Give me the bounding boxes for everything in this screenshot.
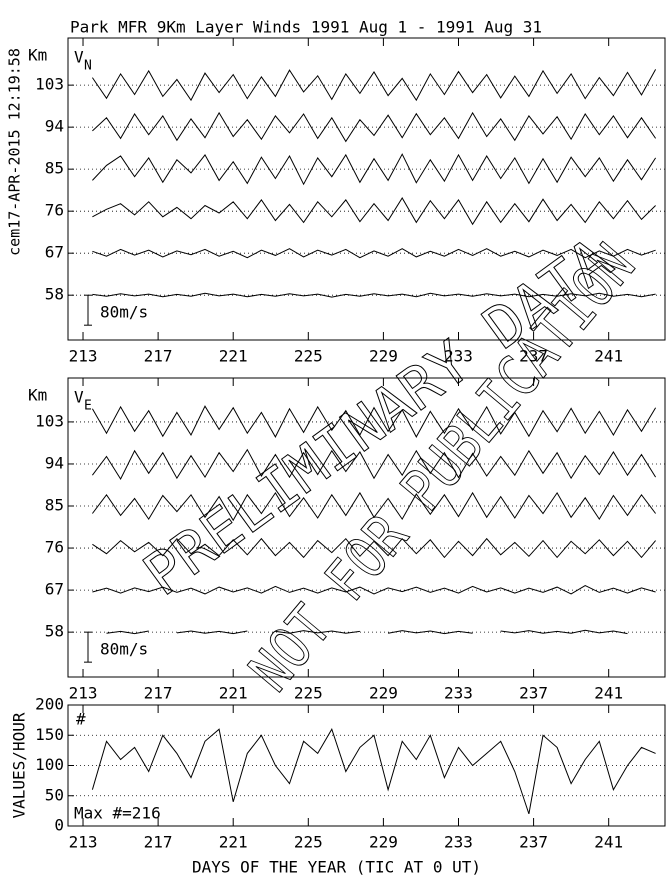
x-tick-label: 217 bbox=[144, 684, 173, 703]
x-tick-label: 221 bbox=[219, 684, 248, 703]
y-tick-label: 58 bbox=[45, 622, 64, 641]
wind-trace bbox=[92, 111, 657, 143]
wind-trace bbox=[500, 629, 628, 635]
y-tick-label: 67 bbox=[45, 580, 64, 599]
panel-label: V bbox=[74, 388, 84, 407]
y-axis-label: Km bbox=[28, 46, 47, 65]
wind-trace bbox=[388, 630, 473, 635]
wind-trace bbox=[91, 405, 657, 438]
y-tick-label: 100 bbox=[35, 755, 64, 774]
plot-frame bbox=[67, 37, 666, 341]
wind-trace bbox=[106, 630, 149, 635]
wind-trace bbox=[92, 585, 656, 595]
plot-frame bbox=[67, 377, 666, 678]
chart-title: Park MFR 9Km Layer Winds 1991 Aug 1 - 19… bbox=[70, 18, 542, 37]
wind-trace bbox=[92, 197, 656, 226]
wind-trace bbox=[92, 448, 657, 481]
x-tick-label: 221 bbox=[219, 347, 248, 366]
x-tick-label: 237 bbox=[519, 833, 548, 852]
annotation: # bbox=[76, 710, 86, 729]
x-tick-label: 213 bbox=[69, 833, 98, 852]
x-tick-label: 233 bbox=[444, 833, 473, 852]
y-tick-label: 94 bbox=[45, 117, 64, 136]
wind-trace bbox=[92, 292, 656, 298]
wind-trace bbox=[92, 491, 656, 522]
x-tick-label: 241 bbox=[594, 347, 623, 366]
y-tick-label: 85 bbox=[45, 159, 64, 178]
wind-trace bbox=[92, 153, 657, 186]
y-tick-label: 58 bbox=[45, 285, 64, 304]
y-tick-label: 150 bbox=[35, 725, 64, 744]
panel-label: V bbox=[74, 48, 84, 67]
wind-trace bbox=[275, 630, 360, 634]
y-tick-label: 103 bbox=[35, 75, 64, 94]
x-tick-label: 237 bbox=[519, 684, 548, 703]
x-tick-label: 217 bbox=[144, 833, 173, 852]
side-label: cem17-APR-2015 12:19:58 bbox=[6, 48, 24, 256]
x-tick-label: 233 bbox=[444, 347, 473, 366]
x-tick-label: 213 bbox=[69, 684, 98, 703]
panel-label-sub: E bbox=[84, 399, 92, 414]
x-axis-label: DAYS OF THE YEAR (TIC AT 0 UT) bbox=[192, 858, 481, 877]
y-tick-label: 0 bbox=[54, 816, 64, 835]
y-tick-label: 50 bbox=[45, 785, 64, 804]
wind-trace bbox=[176, 630, 248, 635]
x-tick-label: 241 bbox=[594, 684, 623, 703]
x-tick-label: 229 bbox=[369, 833, 398, 852]
panel-label-sub: N bbox=[84, 59, 92, 74]
x-tick-label: 221 bbox=[219, 833, 248, 852]
y-tick-label: 67 bbox=[45, 243, 64, 262]
x-tick-label: 229 bbox=[369, 684, 398, 703]
x-tick-label: 225 bbox=[294, 833, 323, 852]
y-axis-label: VALUES/HOUR bbox=[10, 712, 29, 818]
scale-bar-label: 80m/s bbox=[100, 640, 148, 659]
y-tick-label: 103 bbox=[35, 411, 64, 430]
x-tick-label: 233 bbox=[444, 684, 473, 703]
y-axis-label: Km bbox=[28, 386, 47, 405]
y-tick-label: 76 bbox=[45, 538, 64, 557]
y-tick-label: 85 bbox=[45, 496, 64, 515]
x-tick-label: 229 bbox=[369, 347, 398, 366]
scale-bar-label: 80m/s bbox=[100, 303, 148, 322]
x-tick-label: 225 bbox=[294, 684, 323, 703]
wind-trace bbox=[92, 537, 656, 559]
x-tick-label: 241 bbox=[594, 833, 623, 852]
annotation: Max #=216 bbox=[74, 804, 161, 823]
x-tick-label: 217 bbox=[144, 347, 173, 366]
count-line bbox=[91, 727, 656, 815]
x-tick-label: 237 bbox=[519, 347, 548, 366]
y-tick-label: 94 bbox=[45, 453, 64, 472]
wind-trace bbox=[92, 248, 656, 259]
y-tick-label: 200 bbox=[35, 695, 64, 714]
x-tick-label: 225 bbox=[294, 347, 323, 366]
x-tick-label: 213 bbox=[69, 347, 98, 366]
wind-trace bbox=[91, 69, 657, 102]
y-tick-label: 76 bbox=[45, 201, 64, 220]
